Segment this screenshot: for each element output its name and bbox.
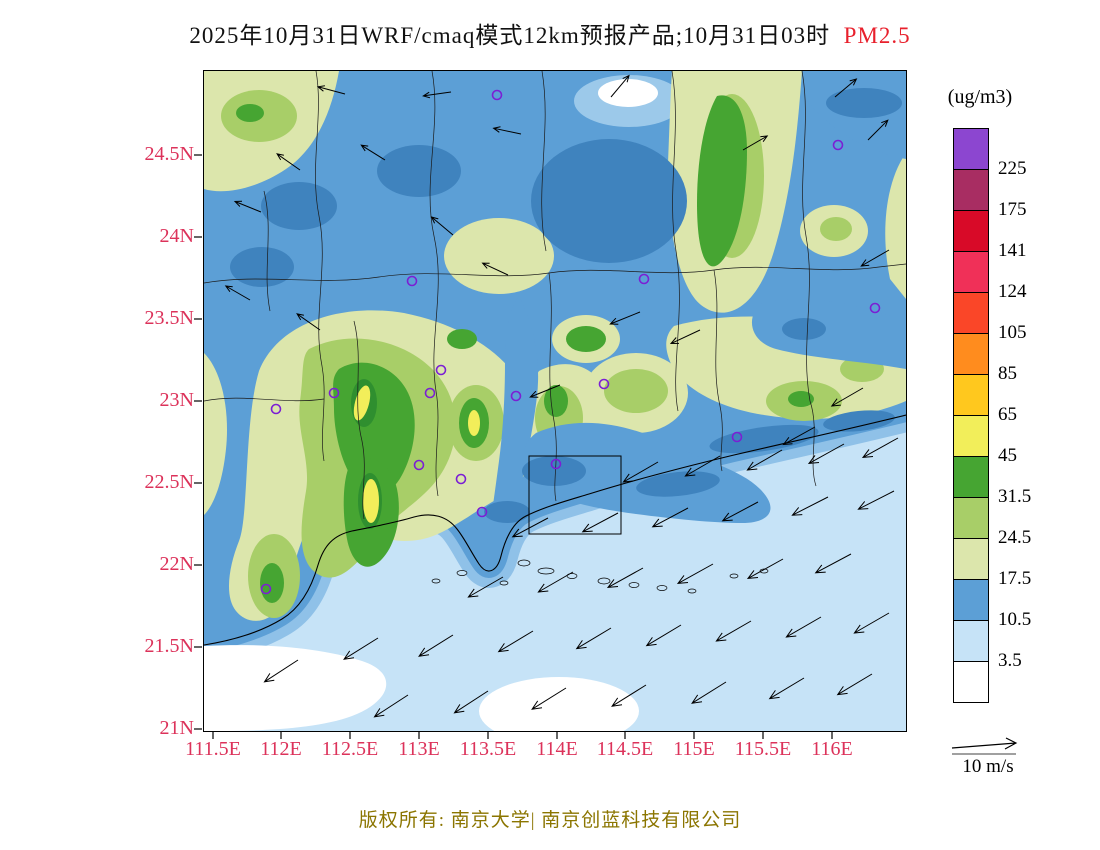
colorbar-cell <box>953 456 989 498</box>
lon-tick-label: 116E <box>811 738 853 760</box>
province-boundaries <box>204 71 906 520</box>
colorbar-title: (ug/m3) <box>947 86 1013 108</box>
inner-domain-box <box>528 455 622 535</box>
colorbar-tick-label: 175 <box>998 199 1027 220</box>
colorbar-tick-label: 225 <box>998 158 1027 179</box>
lon-tick-label: 113.5E <box>459 738 517 760</box>
colorbar-cell <box>953 415 989 457</box>
colorbar-tick-label: 124 <box>998 281 1027 302</box>
land-low-patches <box>574 75 684 127</box>
colorbar-tick-label: 45 <box>998 445 1017 466</box>
lon-tick-label: 114E <box>536 738 578 760</box>
lat-tick-label: 21N <box>159 717 194 739</box>
wind-reference-arrow <box>951 737 1018 750</box>
colorbar-tick-label: 85 <box>998 363 1017 384</box>
lat-tick-label: 23.5N <box>144 307 194 329</box>
colorbar-tick-label: 24.5 <box>998 527 1032 548</box>
lon-tick-label: 112.5E <box>321 738 379 760</box>
colorbar-tick-label: 65 <box>998 404 1017 425</box>
colorbar-cell <box>953 579 989 621</box>
lat-tick-label: 23N <box>159 389 194 411</box>
lat-tick-label: 22N <box>159 553 194 575</box>
lat-tick-label: 24N <box>159 225 194 247</box>
title-main: 2025年10月31日WRF/cmaq模式12km预报产品;10月31日03时 <box>189 23 831 48</box>
colorbar-cell <box>953 169 989 211</box>
colorbar-tick-label: 105 <box>998 322 1027 343</box>
lon-tick-label: 115.5E <box>734 738 792 760</box>
map-panel <box>203 70 907 732</box>
colorbar-cell <box>953 251 989 293</box>
title-pollutant-label: PM2.5 <box>843 23 911 48</box>
lon-tick-label: 115E <box>673 738 715 760</box>
lat-tick-label: 24.5N <box>144 143 194 165</box>
copyright-footer: 版权所有: 南京大学| 南京创蓝科技有限公司 <box>358 810 742 831</box>
colorbar-cell <box>953 333 989 375</box>
colorbar-cell <box>953 620 989 662</box>
colorbar-cell <box>953 538 989 580</box>
colorbar-tick-label: 10.5 <box>998 609 1032 630</box>
lon-tick-label: 113E <box>398 738 440 760</box>
lon-tick-label: 111.5E <box>185 738 241 760</box>
colorbar-cell <box>953 292 989 334</box>
colorbar-tick-label: 3.5 <box>998 650 1022 671</box>
colorbar-cell <box>953 497 989 539</box>
colorbar-cell <box>953 128 989 170</box>
lon-tick-label: 114.5E <box>596 738 654 760</box>
colorbar-cell <box>953 210 989 252</box>
colorbar-tick-label: 141 <box>998 240 1027 261</box>
colorbar-cell <box>953 661 989 703</box>
lat-tick-label: 21.5N <box>144 635 194 657</box>
wind-scale-label: 10 m/s <box>962 756 1014 777</box>
pm25-contour-map <box>204 71 906 731</box>
lat-tick-label: 22.5N <box>144 471 194 493</box>
colorbar-tick-label: 31.5 <box>998 486 1032 507</box>
colorbar-tick-label: 17.5 <box>998 568 1032 589</box>
colorbar-cell <box>953 374 989 416</box>
lon-tick-label: 112E <box>260 738 302 760</box>
page-title: 2025年10月31日WRF/cmaq模式12km预报产品;10月31日03时 … <box>0 16 1100 50</box>
